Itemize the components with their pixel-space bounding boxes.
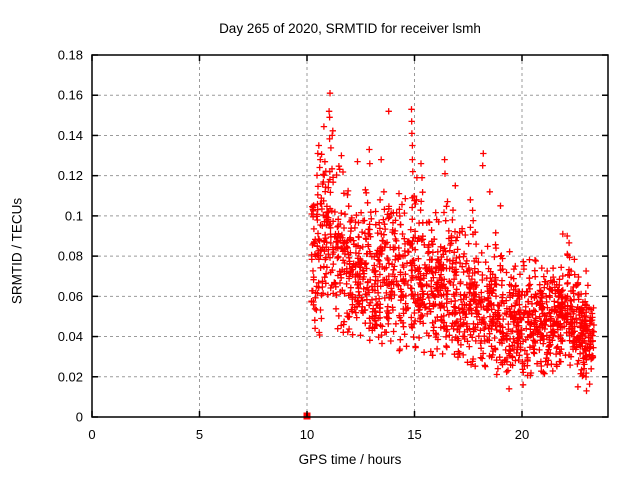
- y-tick-label: 0.12: [58, 168, 83, 183]
- y-tick-label: 0: [76, 410, 83, 425]
- y-tick-label: 0.04: [58, 329, 83, 344]
- plot-border: [91, 54, 609, 418]
- y-tick-label: 0.16: [58, 88, 83, 103]
- chart-title: Day 265 of 2020, SRMTID for receiver lsm…: [219, 21, 481, 36]
- axis-ticks: [91, 54, 608, 418]
- y-tick-label: 0.18: [58, 48, 83, 63]
- x-tick-label: 0: [88, 427, 95, 442]
- y-tick-label: 0.02: [58, 369, 83, 384]
- y-tick-label: 0.08: [58, 249, 83, 264]
- x-tick-label: 10: [300, 427, 314, 442]
- x-tick-label: 20: [515, 427, 529, 442]
- tick-labels: 0 0.02 0.04 0.06 0.08 0.1 0.12 0.14 0.16 0.18 0 5 10…: [58, 48, 530, 443]
- scatter-points: [308, 90, 598, 395]
- x-tick-label: 15: [407, 427, 421, 442]
- y-tick-label: 0.06: [58, 289, 83, 304]
- y-tick-label: 0.14: [58, 128, 83, 143]
- grid-lines: [92, 55, 608, 417]
- x-axis-label: GPS time / hours: [298, 452, 402, 467]
- x-tick-label: 5: [196, 427, 203, 442]
- y-tick-label: 0.1: [65, 208, 83, 223]
